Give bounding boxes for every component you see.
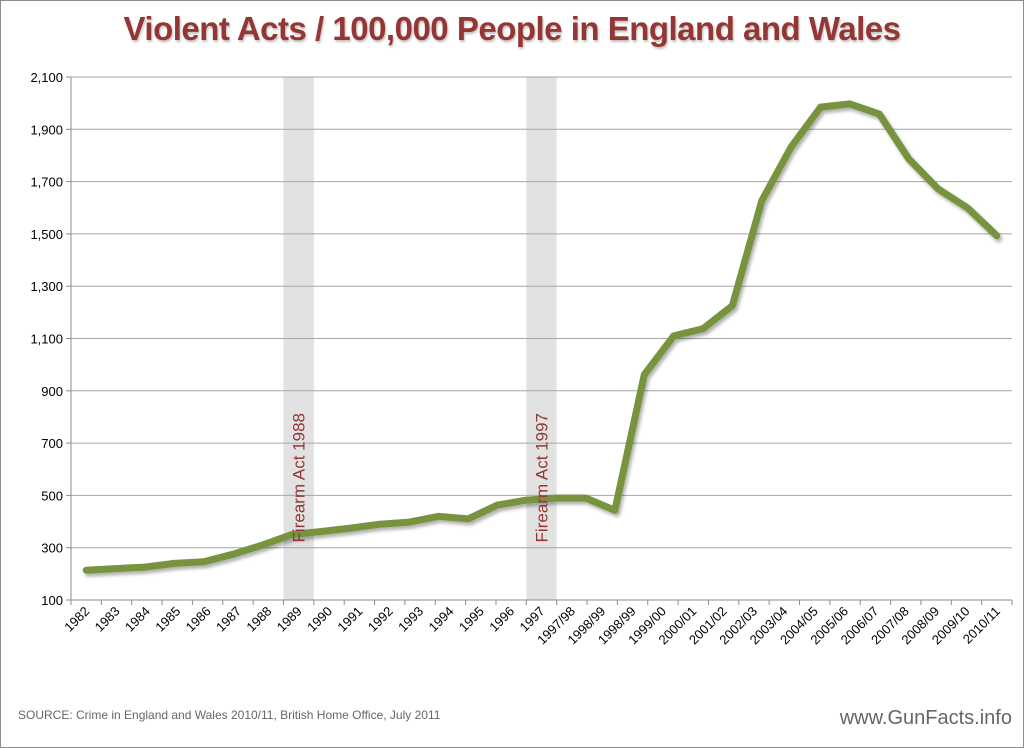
x-tick-label: 1985 [152,604,183,635]
y-tick-label: 500 [41,488,63,503]
x-tick-label: 1984 [122,604,153,635]
x-tick-label: 1991 [334,604,365,635]
series-line [82,100,1001,574]
y-tick-label: 2,100 [30,70,63,85]
x-tick-label: 1993 [395,604,426,635]
x-tick-label: 1996 [486,604,517,635]
y-tick-label: 900 [41,384,63,399]
y-tick-label: 100 [41,593,63,608]
y-tick-label: 1,900 [30,122,63,137]
source-note: SOURCE: Crime in England and Wales 2010/… [18,708,441,722]
x-tick-label: 1982 [61,604,92,635]
x-tick-label: 1986 [183,604,214,635]
y-tick-label: 700 [41,436,63,451]
x-tick-label: 1995 [456,604,487,635]
y-tick-label: 1,300 [30,279,63,294]
chart-title: Violent Acts / 100,000 People in England… [123,10,901,47]
x-tick-label: 1987 [213,604,244,635]
y-tick-label: 1,100 [30,332,63,347]
x-tick-label: 1988 [243,604,274,635]
x-tick-label: 1989 [274,604,305,635]
annotation-label: Firearm Act 1997 [533,413,552,542]
x-tick-label: 1992 [365,604,396,635]
x-tick-label: 1990 [304,604,335,635]
x-tick-label: 1994 [425,604,456,635]
brand-watermark: www.GunFacts.info [839,707,1012,729]
y-tick-label: 1,700 [30,175,63,190]
x-tick-label: 1983 [92,604,123,635]
annotation-label: Firearm Act 1988 [290,413,309,542]
y-tick-label: 1,500 [30,227,63,242]
y-tick-label: 300 [41,541,63,556]
